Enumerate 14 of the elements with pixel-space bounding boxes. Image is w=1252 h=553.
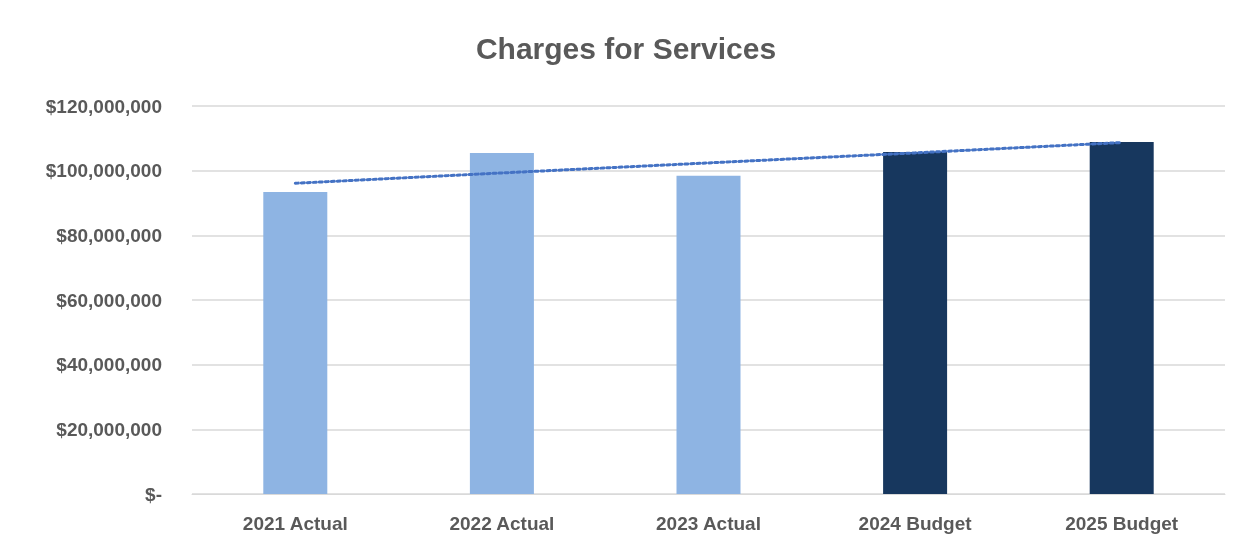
y-tick-label: $80,000,000 (56, 224, 162, 246)
x-tick-label: 2024 Budget (858, 513, 973, 534)
y-tick-label: $20,000,000 (56, 418, 162, 440)
y-tick-label: $40,000,000 (56, 354, 162, 376)
x-tick-label: 2021 Actual (242, 513, 348, 534)
x-tick-label: 2023 Actual (656, 513, 761, 534)
x-tick-label: 2022 Actual (449, 513, 555, 534)
y-tick-label: $120,000,000 (45, 95, 162, 117)
x-tick-label: 2025 Budget (1065, 513, 1179, 534)
line-series (293, 141, 1124, 185)
y-tick-label: $100,000,000 (45, 160, 162, 182)
y-tick-label: $- (145, 483, 162, 505)
chart-title: Charges for Services (475, 31, 777, 65)
y-tick-label: $60,000,000 (56, 289, 162, 311)
